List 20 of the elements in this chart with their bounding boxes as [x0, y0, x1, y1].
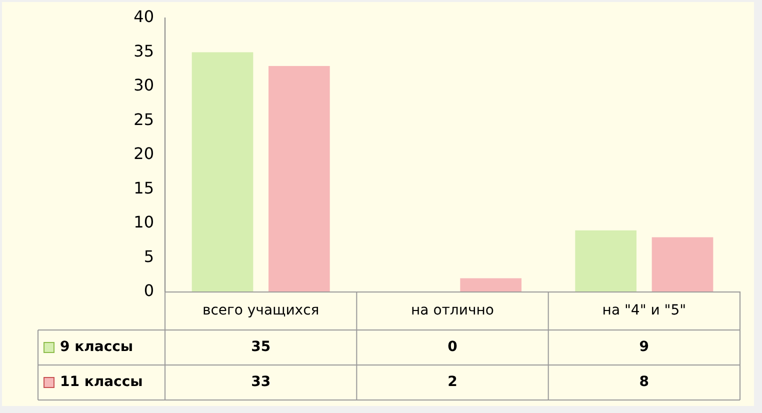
y-tick-label: 30	[134, 76, 154, 95]
legend-label: 9 классы	[60, 339, 134, 356]
data-label: 33	[251, 374, 271, 390]
y-tick-label: 35	[134, 41, 154, 60]
x-tick-label: всего учащихся	[202, 302, 320, 319]
y-tick-label: 10	[134, 212, 154, 232]
data-label: 35	[251, 339, 271, 356]
y-tick-label: 15	[134, 178, 154, 198]
y-tick-label: 20	[134, 144, 154, 164]
data-label: 8	[639, 374, 650, 390]
y-tick-label: 0	[144, 281, 154, 300]
x-tick-label: на отлично	[411, 302, 494, 319]
data-label: 2	[448, 374, 458, 390]
y-tick-label: 25	[134, 110, 154, 129]
legend-label: 11 классы	[60, 374, 143, 390]
y-tick-label: 5	[144, 246, 154, 266]
x-tick-label: на "4" и "5"	[602, 302, 686, 319]
y-tick-label: 40	[134, 7, 154, 26]
data-label: 9	[639, 339, 650, 356]
data-label: 0	[448, 339, 458, 356]
